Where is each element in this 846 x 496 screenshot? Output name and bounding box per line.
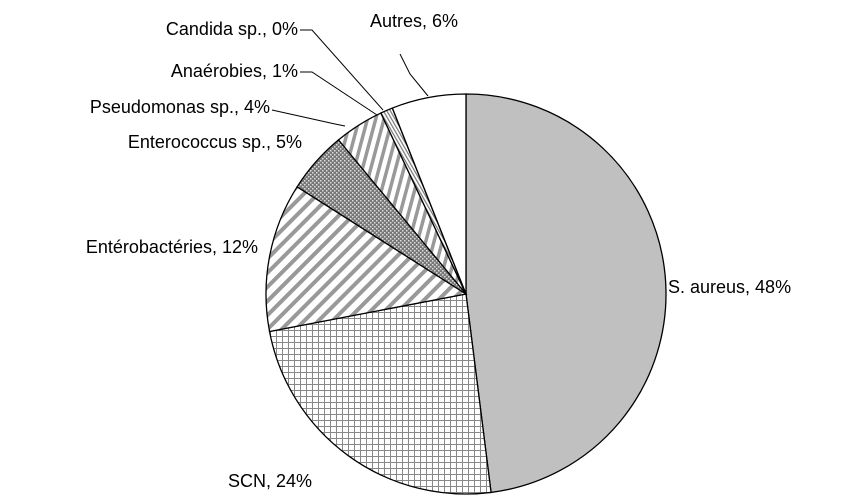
- slice-label: Candida sp., 0%: [166, 19, 298, 39]
- slice-label: Anaérobies, 1%: [171, 61, 298, 81]
- pie-slice: [265, 185, 468, 333]
- pie: [265, 93, 667, 495]
- pie-slice: [268, 293, 492, 495]
- leader-line: [300, 29, 384, 111]
- leader-line: [300, 71, 378, 116]
- leader-line: [399, 53, 429, 97]
- slice-label: Pseudomonas sp., 4%: [90, 97, 270, 117]
- leaders: [271, 29, 429, 127]
- slice-label: Entérobactéries, 12%: [86, 237, 258, 257]
- slice-label: Enterococcus sp., 5%: [128, 132, 302, 152]
- leader-line: [271, 109, 346, 127]
- labels: S. aureus, 48% SCN, 24% Entérobactéries, 1…: [86, 11, 791, 491]
- pie-slice: [391, 93, 467, 295]
- slice-label: Autres, 6%: [370, 11, 458, 31]
- slice-label: S. aureus, 48%: [668, 277, 791, 297]
- slice-label: SCN, 24%: [228, 471, 312, 491]
- pie-slice: [465, 93, 667, 494]
